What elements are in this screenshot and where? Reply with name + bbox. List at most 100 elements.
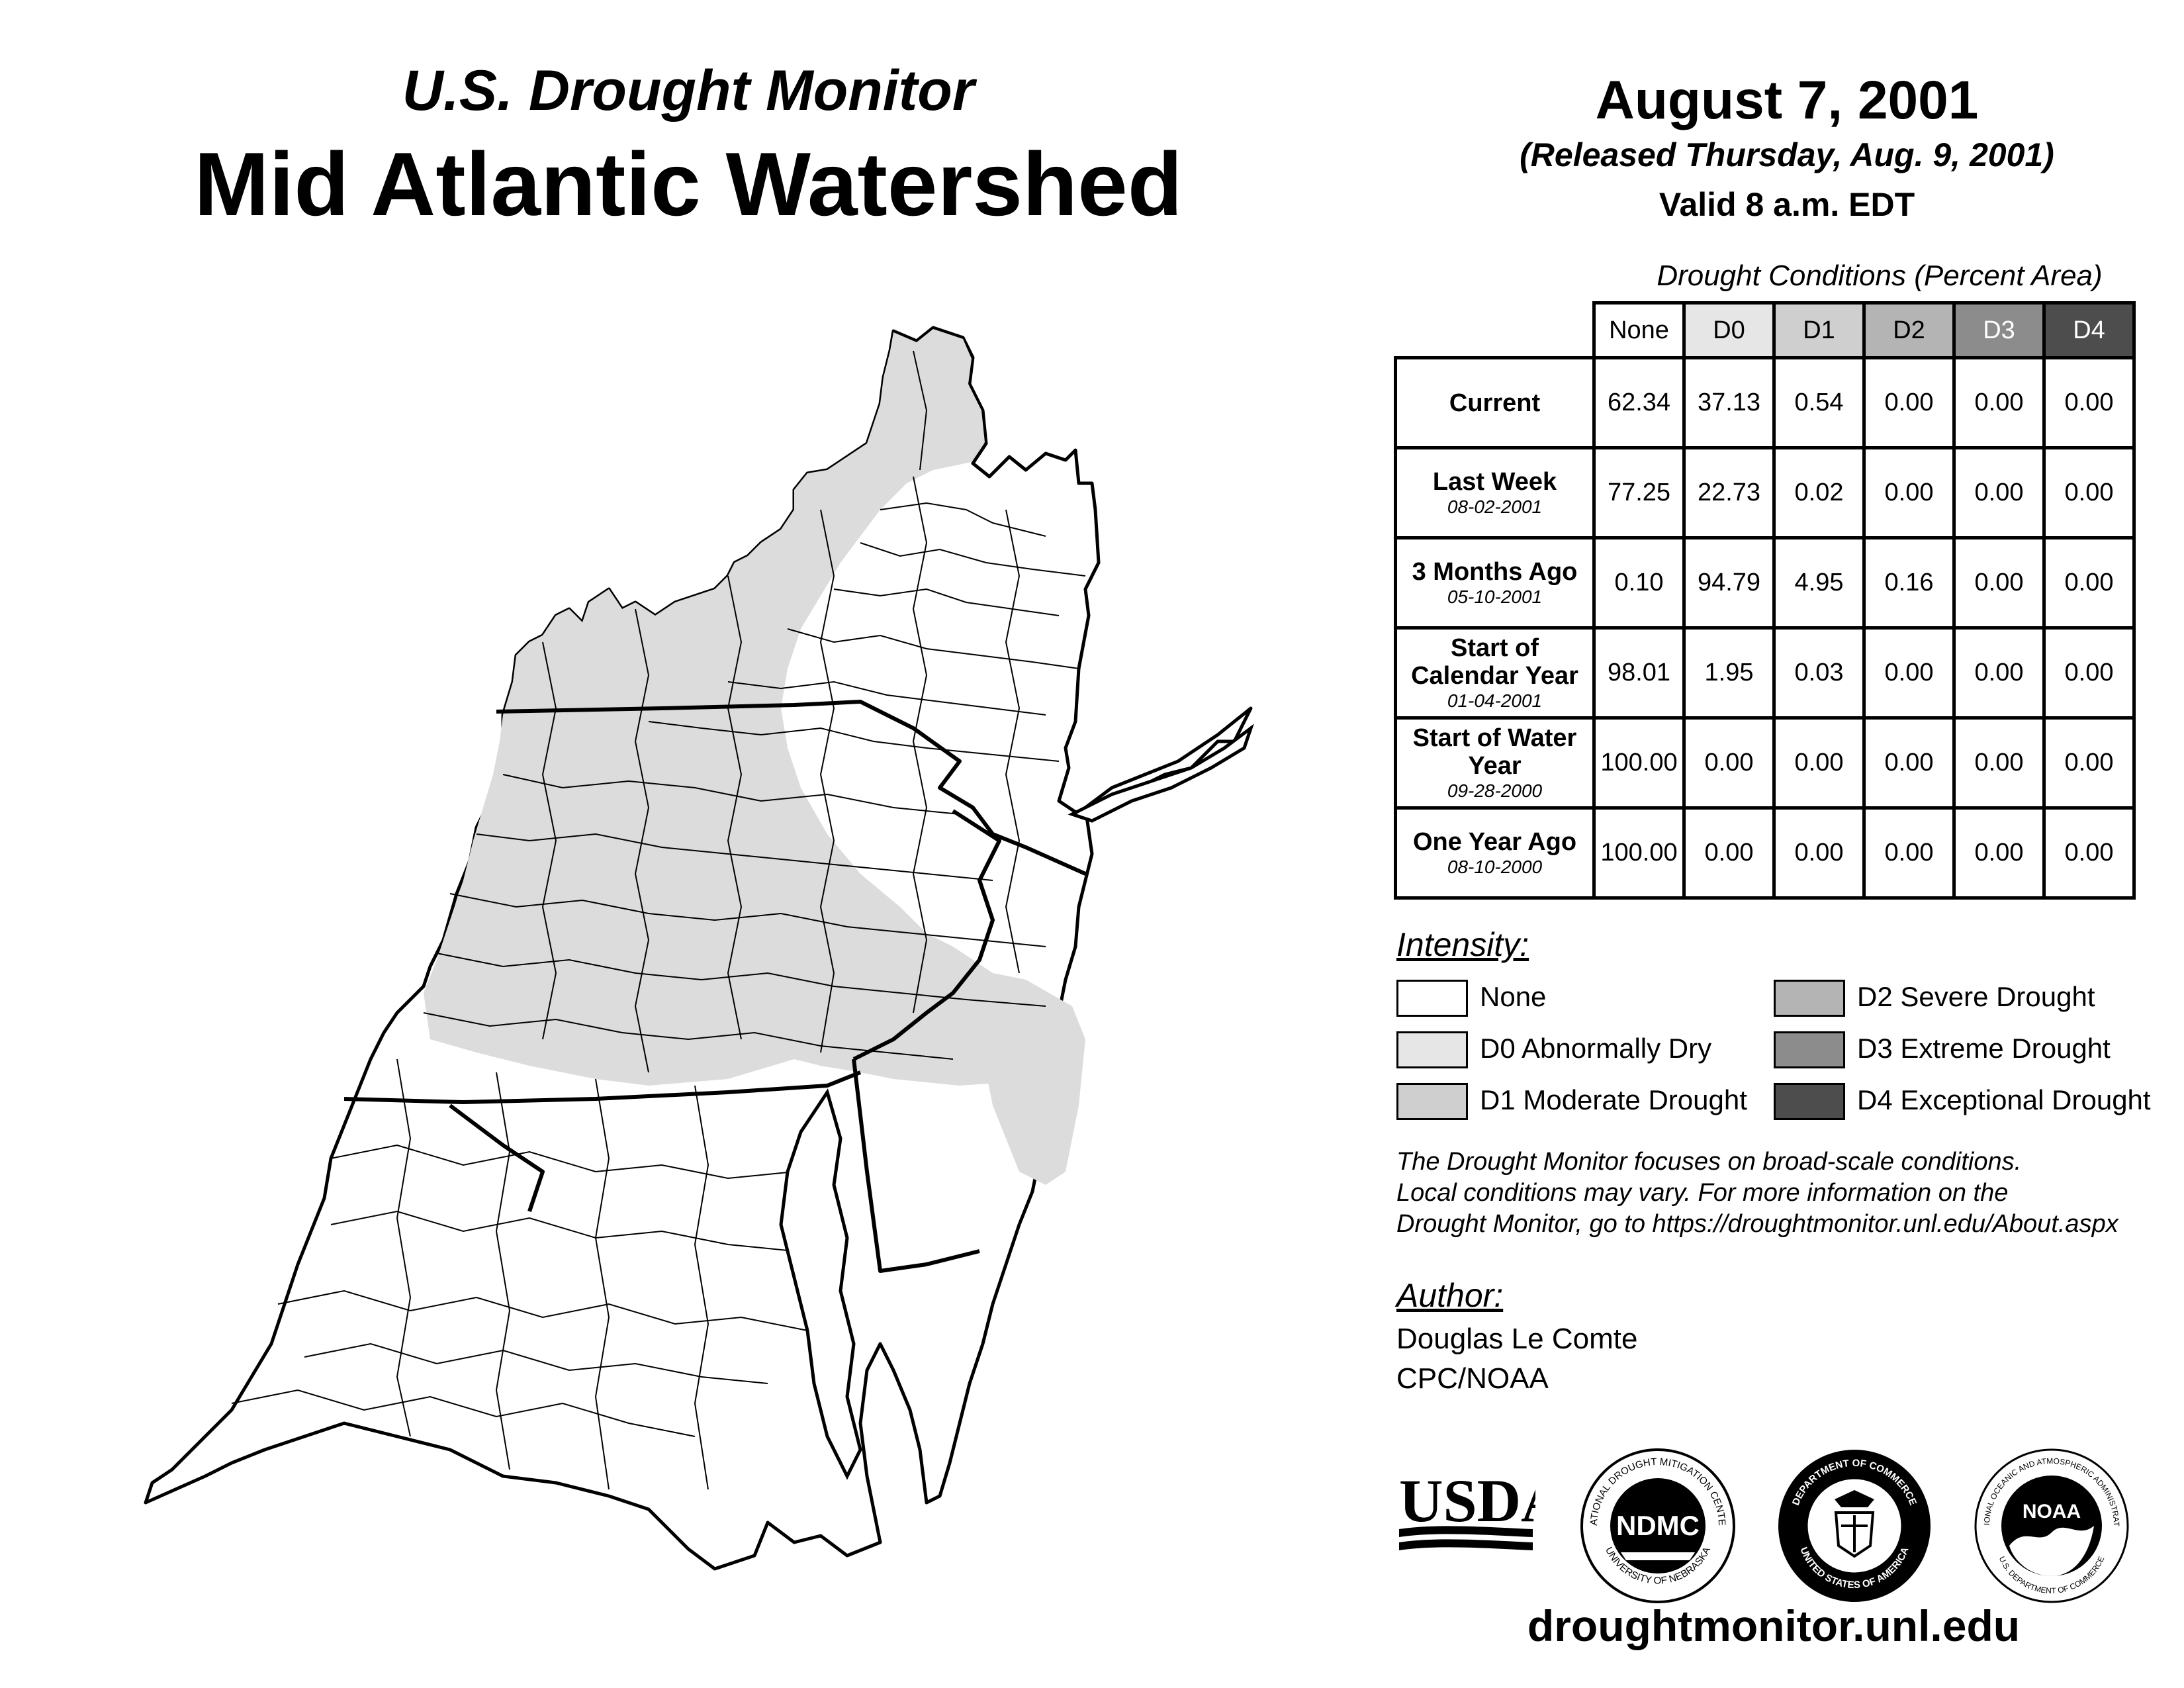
legend-label: D0 Abnormally Dry — [1480, 1033, 1712, 1064]
table-cell: 0.00 — [1952, 446, 2046, 539]
legend-title: Intensity: — [1396, 926, 1529, 963]
legend-swatch — [1396, 980, 1468, 1017]
table-cell: 1.95 — [1682, 626, 1776, 720]
table-row: Start of Water Year 09-28-2000 100.00 0.0… — [1394, 716, 2136, 810]
column-header-d0: D0 — [1682, 301, 1776, 359]
d0-coastal-area — [946, 973, 1085, 1185]
ndmc-logo-text: NDMC — [1616, 1510, 1700, 1541]
table-cell: 0.00 — [1682, 806, 1776, 900]
row-label: Current — [1394, 356, 1596, 449]
table-cell: 98.01 — [1592, 626, 1686, 720]
table-cell: 0.00 — [1952, 716, 2046, 810]
author-org: CPC/NOAA — [1396, 1362, 1549, 1395]
legend-label: None — [1480, 981, 1547, 1012]
table-row: Current 62.34 37.13 0.54 0.00 0.00 0.00 — [1394, 356, 2136, 449]
legend-swatch — [1396, 1031, 1468, 1068]
table-cell: 0.54 — [1772, 356, 1866, 449]
table-cell: 0.02 — [1772, 446, 1866, 539]
table-cell: 0.00 — [2042, 806, 2136, 900]
row-date: 08-02-2001 — [1447, 496, 1543, 517]
chesapeake-bay — [779, 1088, 862, 1480]
table-cell: 0.00 — [1862, 356, 1956, 449]
release-date: (Released Thursday, Aug. 9, 2001) — [1520, 136, 2054, 173]
table-cell: 0.00 — [1862, 716, 1956, 810]
table-cell: 0.00 — [1772, 806, 1866, 900]
table-cell: 22.73 — [1682, 446, 1776, 539]
table-cell: 37.13 — [1682, 356, 1776, 449]
column-header-d2: D2 — [1862, 301, 1956, 359]
table-cell: 0.00 — [1682, 716, 1776, 810]
table-cell: 0.00 — [1952, 626, 2046, 720]
row-label: Last Week 08-02-2001 — [1394, 446, 1596, 539]
valid-time: Valid 8 a.m. EDT — [1659, 186, 1915, 223]
column-header-d4: D4 — [2042, 301, 2136, 359]
legend-swatch — [1774, 1031, 1845, 1068]
legend-label: D3 Extreme Drought — [1857, 1033, 2111, 1064]
table-cell: 100.00 — [1592, 806, 1686, 900]
table-cell: 0.10 — [1592, 536, 1686, 630]
table-cell: 0.16 — [1862, 536, 1956, 630]
table-cell: 94.79 — [1682, 536, 1776, 630]
column-header-d1: D1 — [1772, 301, 1866, 359]
state-lines — [343, 700, 1087, 1273]
table-row: 3 Months Ago 05-10-2001 0.10 94.79 4.95 0… — [1394, 536, 2136, 630]
table-cell: 0.00 — [1772, 716, 1866, 810]
doc-seal-logo: DEPARTMENT OF COMMERCE UNITED STATES OF … — [1778, 1450, 1931, 1602]
table-row: Last Week 08-02-2001 77.25 22.73 0.02 0.0… — [1394, 446, 2136, 539]
author-title: Author: — [1396, 1277, 1504, 1314]
table-cell: 0.00 — [2042, 356, 2136, 449]
legend-label: D2 Severe Drought — [1857, 981, 2095, 1012]
noaa-logo-text: NOAA — [2023, 1501, 2081, 1523]
table-cell: 0.03 — [1772, 626, 1866, 720]
table-cell: 0.00 — [1862, 626, 1956, 720]
table-row: Start of Calendar Year 01-04-2001 98.01 1… — [1394, 626, 2136, 720]
row-label-text: Last Week — [1432, 467, 1557, 496]
legend-label: D4 Exceptional Drought — [1857, 1084, 2151, 1115]
disclaimer-note: The Drought Monitor focuses on broad-sca… — [1396, 1147, 2177, 1240]
website-link[interactable]: droughtmonitor.unl.edu — [1527, 1601, 2021, 1650]
table-cell: 0.00 — [1862, 806, 1956, 900]
map-subtitle: U.S. Drought Monitor — [402, 59, 975, 122]
long-island — [1068, 724, 1254, 823]
noaa-logo: NATIONAL OCEANIC AND ATMOSPHERIC ADMINIS… — [1972, 1446, 2129, 1603]
row-label-text: Current — [1449, 389, 1541, 417]
table-caption: Drought Conditions (Percent Area) — [1657, 259, 2103, 292]
note-line: The Drought Monitor focuses on broad-sca… — [1396, 1148, 2022, 1176]
author-name: Douglas Le Comte — [1396, 1323, 1638, 1355]
row-label: Start of Water Year 09-28-2000 — [1394, 716, 1596, 810]
table-row: One Year Ago 08-10-2000 100.00 0.00 0.00 … — [1394, 806, 2136, 900]
drought-map — [144, 326, 1254, 1571]
legend-swatch — [1396, 1083, 1468, 1120]
map-date: August 7, 2001 — [1595, 70, 1979, 130]
row-label: 3 Months Ago 05-10-2001 — [1394, 536, 1596, 630]
legend-label: D1 Moderate Drought — [1480, 1084, 1747, 1115]
column-header-none: None — [1592, 301, 1686, 359]
row-label-text: Start of Calendar Year — [1411, 633, 1578, 690]
row-date: 01-04-2001 — [1447, 690, 1543, 711]
column-header-d3: D3 — [1952, 301, 2046, 359]
row-label-text: 3 Months Ago — [1412, 557, 1578, 586]
table-cell: 77.25 — [1592, 446, 1686, 539]
table-cell: 62.34 — [1592, 356, 1686, 449]
table-corner — [1395, 303, 1596, 359]
table-cell: 0.00 — [2042, 716, 2136, 810]
table-cell: 0.00 — [2042, 446, 2136, 539]
row-label-text: Start of Water Year — [1412, 724, 1577, 780]
table-cell: 0.00 — [1862, 446, 1956, 539]
map-title: Mid Atlantic Watershed — [194, 134, 1183, 234]
row-label: Start of Calendar Year 01-04-2001 — [1394, 626, 1596, 720]
row-label: One Year Ago 08-10-2000 — [1394, 806, 1596, 900]
row-date: 05-10-2001 — [1447, 586, 1543, 607]
ndmc-logo: NATIONAL DROUGHT MITIGATION CENTER UNIVE… — [1578, 1446, 1735, 1603]
table-cell: 0.00 — [1952, 536, 2046, 630]
drought-conditions-table: None D0 D1 D2 D3 D4 Current 62.34 37.13 … — [1394, 301, 2136, 900]
note-line: Drought Monitor, go to https://droughtmo… — [1396, 1210, 2118, 1238]
note-line: Local conditions may vary. For more info… — [1396, 1179, 2009, 1207]
table-cell: 0.00 — [1952, 356, 2046, 449]
table-cell: 4.95 — [1772, 536, 1866, 630]
row-date: 08-10-2000 — [1447, 856, 1543, 877]
county-lines — [231, 350, 1086, 1490]
row-date: 09-28-2000 — [1447, 780, 1543, 801]
